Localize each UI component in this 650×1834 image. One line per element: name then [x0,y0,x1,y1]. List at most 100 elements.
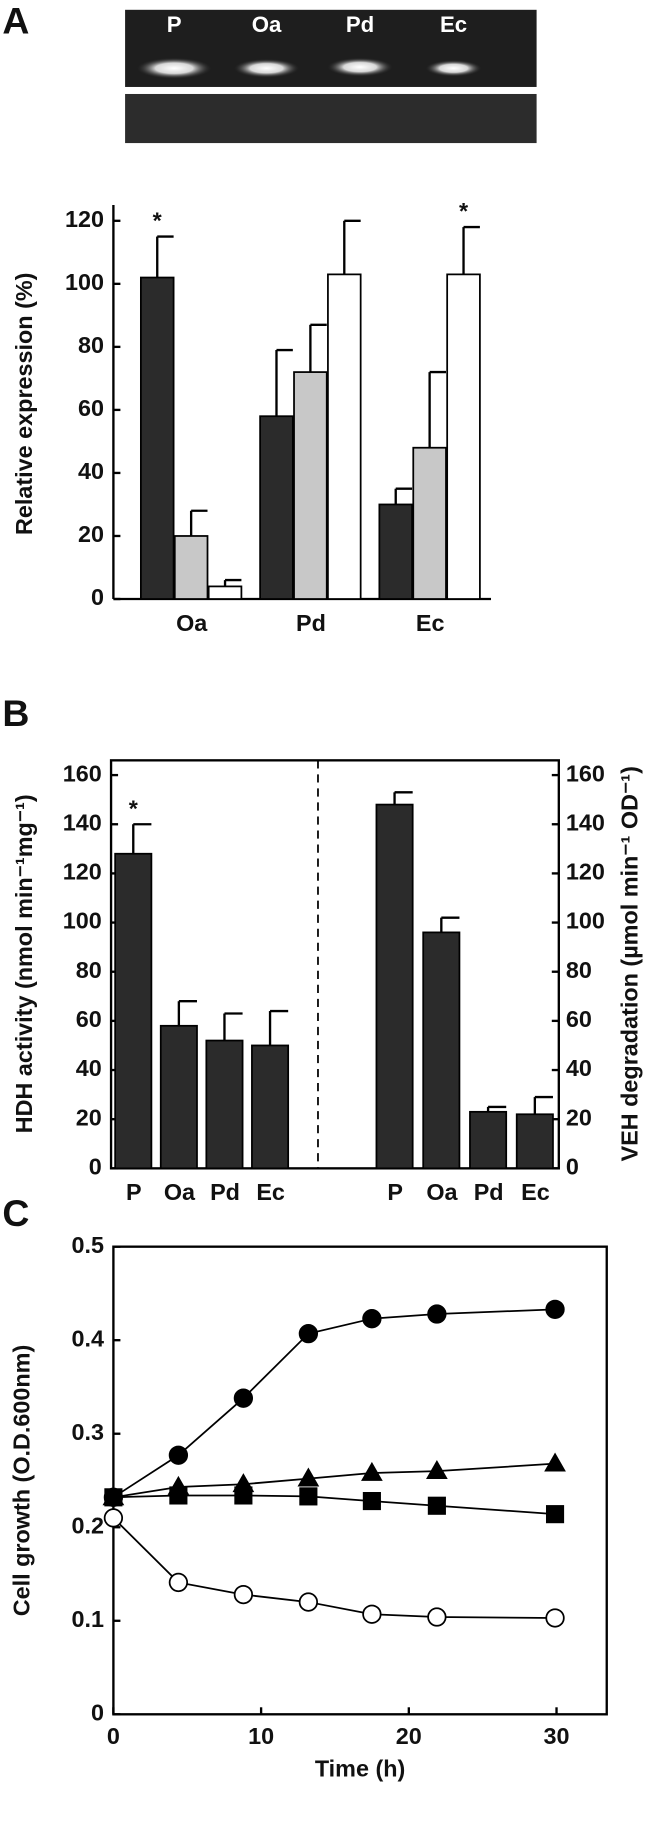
y-tick-label: 60 [78,395,104,421]
y-tick-label: 0.2 [72,1512,104,1538]
marker [361,1461,383,1481]
marker [299,1487,318,1506]
marker [297,1467,320,1487]
x-tick-label: 30 [544,1723,570,1749]
y-tick-label: 80 [78,332,104,358]
y-tick-label: 160 [566,760,605,786]
y-tick-label: 140 [63,809,102,835]
bar [446,273,481,600]
bar [293,371,328,600]
gel-band [327,57,393,77]
marker [427,1607,447,1627]
marker [426,1460,448,1480]
bar [259,415,294,600]
x-tick-label: P [387,1179,403,1205]
x-tick-label: 0 [107,1723,120,1749]
y-tick-label: 140 [566,809,605,835]
bar [207,585,243,600]
y-tick-label: 80 [566,957,592,983]
marker [362,1309,382,1329]
x-tick-label: Oa [164,1179,196,1205]
y-tick-label: 40 [78,458,104,484]
y-tick-label: 100 [65,269,104,295]
y-axis-label: Cell growth (O.D.600nm) [9,1345,35,1616]
marker [298,1592,319,1612]
panel-letter: C [2,1192,29,1234]
y-tick-label: 40 [566,1055,592,1081]
y-tick-label: 20 [566,1104,592,1130]
lane-label: Oa [252,12,282,37]
marker [168,1445,189,1465]
bar [469,1110,508,1170]
bar [422,931,461,1170]
y-tick-label: 0 [89,1154,102,1180]
marker [427,1496,446,1515]
significance-mark: * [459,198,469,224]
y-axis-label: VEH degradation (µmol min⁻¹ OD⁻¹) [616,766,642,1161]
y-tick-label: 0 [91,1699,104,1725]
y-tick-label: 20 [78,521,104,547]
bar [139,276,175,600]
marker [427,1304,447,1324]
significance-mark: * [129,795,139,821]
bar [412,446,447,600]
marker [362,1604,382,1624]
bar [327,273,362,600]
x-tick-label: Pd [296,610,326,636]
x-tick-label: Pd [210,1179,240,1205]
panel-letter: A [2,0,29,42]
y-tick-label: 0 [566,1154,579,1180]
y-tick-label: 80 [76,957,102,983]
y-tick-label: 0 [91,584,104,610]
x-tick-label: Oa [176,610,208,636]
lane-label: Ec [440,12,467,37]
x-tick-label: Oa [426,1179,458,1205]
gel-band [425,60,482,77]
bar [375,803,414,1170]
marker [103,1508,124,1528]
y-tick-label: 160 [63,760,102,786]
x-tick-label: Ec [256,1179,285,1205]
panel-b-frame [109,759,560,1170]
marker [233,1388,254,1408]
y-tick-label: 60 [566,1006,592,1032]
lane-label: Pd [346,12,374,37]
marker [544,1452,566,1472]
marker [104,1488,123,1507]
marker [234,1486,253,1505]
x-tick-label: 10 [248,1723,274,1749]
x-tick-label: P [126,1179,142,1205]
y-tick-label: 0.4 [72,1325,104,1351]
y-tick-label: 100 [63,908,102,934]
series-line [112,1517,556,1619]
x-tick-label: Ec [521,1179,550,1205]
y-tick-label: 120 [566,859,605,885]
marker [168,1572,189,1593]
gel-lower [125,93,537,144]
x-tick-label: 20 [396,1723,422,1749]
gel-band [136,57,212,79]
bar [114,852,153,1170]
y-tick-label: 60 [76,1006,102,1032]
x-tick-label: Pd [474,1179,504,1205]
y-tick-label: 0.3 [72,1419,104,1445]
x-axis-label: Time (h) [315,1756,405,1782]
marker [545,1299,565,1319]
marker [233,1584,254,1605]
y-tick-label: 0.5 [72,1232,104,1258]
marker [545,1608,565,1628]
y-axis-label: HDH activity (nmol min⁻¹mg⁻¹) [11,794,37,1133]
y-tick-label: 40 [76,1055,102,1081]
bar [515,1113,554,1170]
lane-label: P [167,12,182,37]
gel-band [233,58,300,78]
series-line [112,1308,556,1499]
bar [173,535,209,600]
y-axis-label: Relative expression (%) [11,273,37,535]
bar [251,1044,290,1170]
panel-c-frame [112,1245,608,1716]
bar [159,1024,198,1170]
y-tick-label: 20 [76,1104,102,1130]
y-tick-label: 0.1 [72,1606,104,1632]
